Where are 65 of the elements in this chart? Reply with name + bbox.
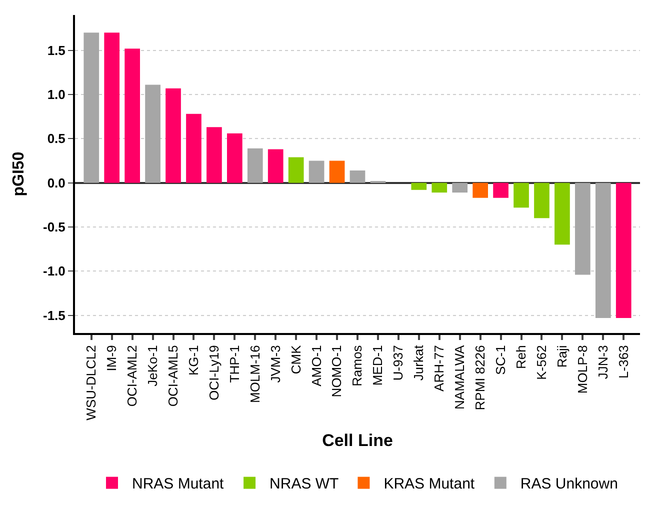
y-tick-label: -1.5 <box>42 308 66 323</box>
legend-label: NRAS WT <box>270 476 339 493</box>
bar <box>595 182 611 318</box>
bar <box>206 127 222 183</box>
bar <box>411 182 427 190</box>
y-tick-label: 0.5 <box>47 131 66 146</box>
x-tick-label: U-937 <box>390 345 406 381</box>
x-tick-label: JJN-3 <box>595 345 610 380</box>
x-tick-label: Jurkat <box>411 344 426 381</box>
x-tick-label: MOLP-8 <box>574 345 590 394</box>
bar <box>493 182 508 198</box>
x-tick-label: IM-9 <box>104 345 120 372</box>
x-tick-label: RPMI 8226 <box>472 345 488 410</box>
bar <box>329 160 345 183</box>
bar <box>124 48 140 183</box>
bar <box>350 170 366 183</box>
x-tick-label: L-363 <box>616 345 631 378</box>
x-tick-label: MOLM-16 <box>247 345 262 403</box>
x-tick-label: JVM-3 <box>268 345 283 383</box>
legend-label: NRAS Mutant <box>132 476 225 493</box>
x-tick-label: Ramos <box>350 344 365 386</box>
bar <box>186 114 202 183</box>
bar <box>247 148 263 183</box>
bar <box>514 182 529 208</box>
legend-label: KRAS Mutant <box>384 476 476 493</box>
bar <box>104 32 120 183</box>
x-tick-label: THP-1 <box>226 345 242 383</box>
y-tick-label: -0.5 <box>42 220 66 235</box>
bar <box>166 88 181 183</box>
bar <box>432 182 448 193</box>
x-tick-label: K-562 <box>534 345 549 380</box>
x-tick-label: CMK <box>288 344 304 374</box>
x-tick-label: WSU-DLCL2 <box>84 345 99 420</box>
x-tick-label: JeKo-1 <box>145 345 160 386</box>
bar <box>616 182 632 318</box>
y-tick-label: 1.0 <box>47 87 66 102</box>
y-tick-label: 1.5 <box>47 42 66 58</box>
bar <box>308 160 324 183</box>
x-tick-label: Raji <box>554 345 570 368</box>
x-tick-label: NAMALWA <box>452 344 468 410</box>
bar <box>145 84 160 183</box>
x-tick-label: NOMO-1 <box>329 345 344 398</box>
bar <box>472 182 488 198</box>
x-tick-label: AMO-1 <box>308 345 324 386</box>
x-axis-title: Cell Line <box>322 431 393 450</box>
bar <box>554 182 570 245</box>
bar <box>575 182 590 275</box>
bar <box>84 32 100 183</box>
x-tick-label: MED-1 <box>370 345 386 386</box>
x-tick-label: SC-1 <box>493 345 508 375</box>
y-axis-title: pGI50 <box>10 152 28 196</box>
y-tick-label: 0.0 <box>47 175 66 190</box>
x-tick-label: OCI-AML5 <box>165 345 180 407</box>
y-tick-label: -1.0 <box>42 264 66 279</box>
x-tick-label: OCI-AML2 <box>124 345 140 407</box>
x-tick-label: KG-1 <box>186 345 201 376</box>
x-tick-label: OCI-Ly19 <box>206 345 222 400</box>
bar <box>227 133 242 183</box>
bar <box>268 149 284 183</box>
bar <box>288 157 304 183</box>
legend-label: RAS Unknown <box>520 476 618 493</box>
bar <box>452 182 468 193</box>
x-tick-label: ARH-77 <box>432 345 447 392</box>
bar <box>534 182 550 218</box>
x-tick-label: Reh <box>513 345 528 370</box>
